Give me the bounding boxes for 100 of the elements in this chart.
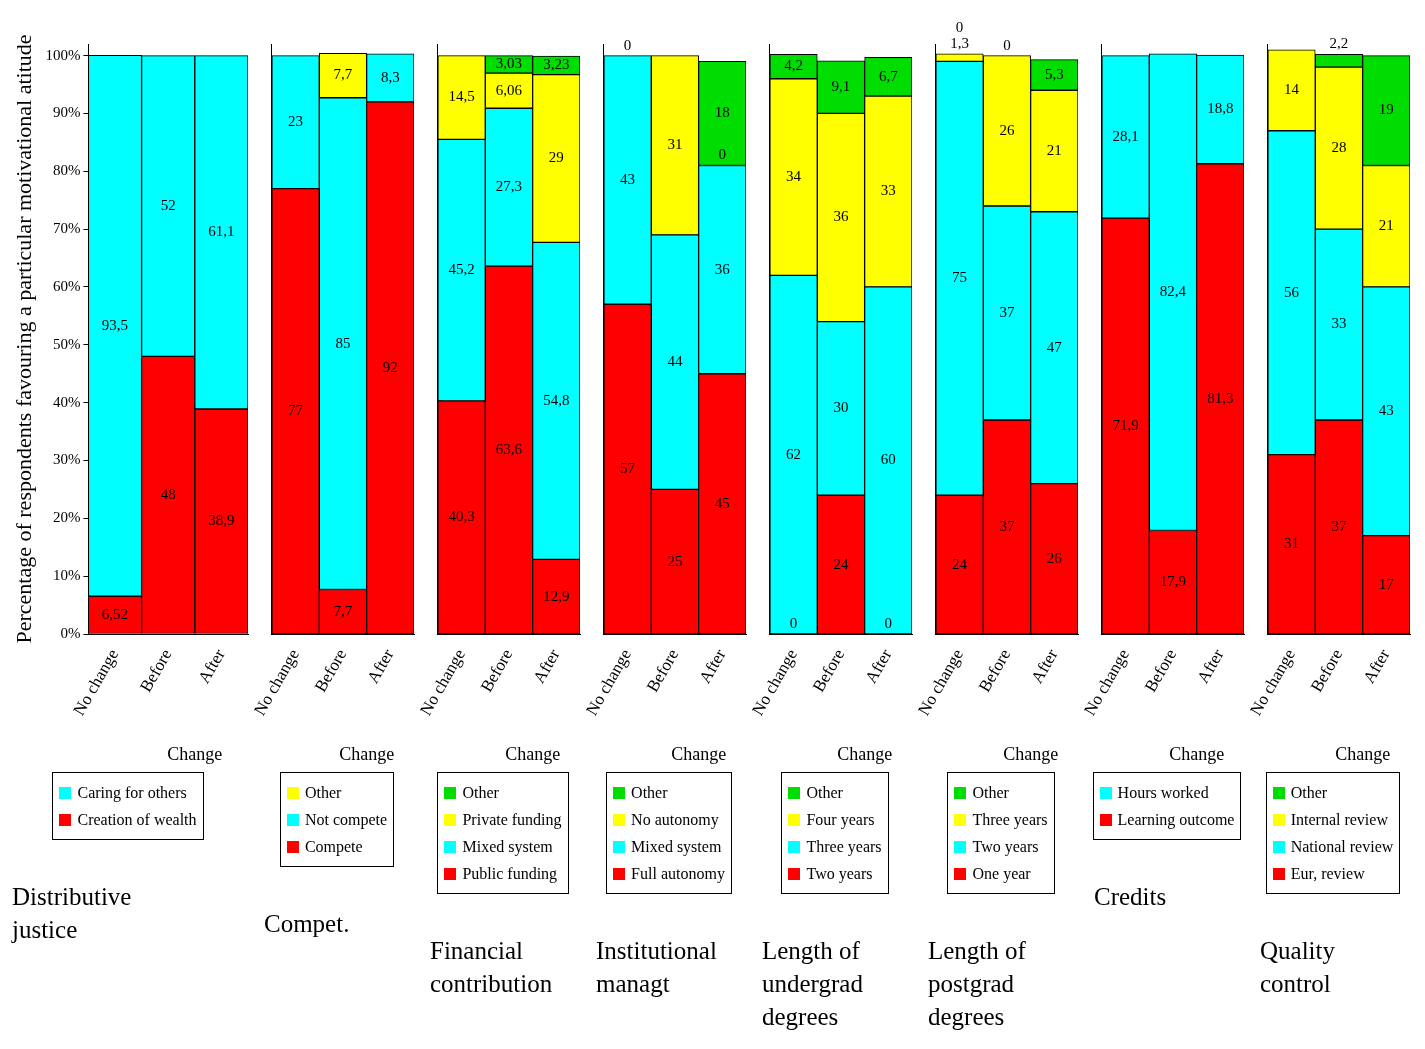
data-label: 44 — [667, 353, 683, 370]
data-label: 75 — [952, 269, 968, 286]
legend-label: Four years — [806, 810, 875, 831]
legend-label: Public funding — [462, 864, 558, 885]
text: Change — [837, 743, 893, 764]
text: Change — [339, 743, 395, 764]
data-label: 21 — [1378, 217, 1394, 234]
data-label: 47 — [1046, 338, 1063, 355]
data-label: 37 — [999, 303, 1015, 320]
text: Financial contribution — [429, 936, 554, 999]
data-label: 12,9 — [543, 587, 570, 604]
data-label: 14,5 — [448, 88, 475, 105]
data-label: 93,5 — [101, 316, 129, 333]
y-tick-label: 50% — [52, 335, 81, 352]
data-label: 54,8 — [543, 391, 570, 408]
data-label: 43 — [1378, 402, 1394, 419]
data-label: 45,2 — [448, 261, 475, 278]
data-label: 0 — [623, 36, 632, 53]
data-label: 37 — [1331, 517, 1347, 534]
data-label: 30 — [833, 399, 849, 416]
data-label: 31 — [1284, 535, 1300, 552]
data-label: 48 — [160, 485, 176, 502]
legend-label: Eur, review — [1290, 864, 1365, 884]
data-label: 17,9 — [1159, 573, 1187, 590]
y-tick-label: 70% — [52, 220, 81, 237]
data-label: 19 — [1378, 101, 1394, 118]
data-label: 7,7 — [333, 66, 353, 83]
legend-label: One year — [972, 864, 1031, 885]
legend-label: Hours worked — [1117, 783, 1209, 803]
data-label: 63,6 — [495, 441, 523, 457]
legend-label: Creation of wealth — [77, 810, 197, 830]
legend-label: Three years — [806, 837, 882, 858]
data-label: 92 — [382, 358, 398, 375]
data-label: 29 — [548, 149, 564, 166]
data-label: 0 — [884, 614, 893, 631]
data-label: 28,1 — [1112, 127, 1139, 144]
data-label: 85 — [335, 334, 351, 351]
text: Quality control — [1259, 936, 1336, 999]
data-label: 77 — [288, 402, 304, 419]
data-label: 36 — [714, 260, 731, 277]
data-label: 26 — [999, 121, 1015, 138]
legend-label: National review — [1290, 837, 1394, 857]
legend-label: Mixed system — [462, 837, 553, 858]
data-label: 43 — [620, 170, 636, 187]
data-label: 33 — [880, 182, 896, 199]
data-label: 23 — [288, 113, 304, 130]
text: Distributive justice — [10, 882, 133, 945]
data-label: 6,52 — [101, 605, 129, 622]
data-label: 0 — [718, 146, 727, 163]
data-label: 7,7 — [333, 602, 353, 619]
data-label: 36 — [833, 208, 849, 225]
data-label: 14 — [1284, 81, 1300, 98]
y-tick-label: 30% — [52, 451, 81, 468]
data-label: 37 — [999, 517, 1015, 534]
data-label: 8,3 — [380, 68, 400, 85]
data-label: 18,8 — [1207, 100, 1234, 117]
y-tick-label: 0% — [60, 624, 81, 641]
data-label: 0 — [1003, 36, 1011, 53]
y-tick-label: 100% — [45, 46, 81, 63]
data-label: 3,23 — [543, 56, 570, 73]
data-label: 24 — [833, 555, 849, 572]
legend-label: Three years — [972, 810, 1048, 831]
legend-label: Private funding — [462, 810, 562, 831]
text: Change — [1003, 743, 1059, 764]
legend-label: Two years — [972, 837, 1039, 858]
legend-label: Compete — [304, 837, 363, 858]
text: Compet. — [263, 909, 351, 939]
data-label: 57 — [620, 460, 636, 477]
text: Institutional managt — [595, 936, 718, 999]
data-label: 21 — [1046, 141, 1062, 158]
legend-label: Caring for others — [77, 783, 187, 804]
text: Change — [1169, 743, 1225, 764]
data-label: 28 — [1331, 139, 1347, 156]
legend-label: Other — [631, 783, 668, 803]
data-label: 4,2 — [784, 57, 803, 74]
text: Change — [167, 743, 223, 764]
data-label: 31 — [667, 136, 683, 153]
y-axis-title: Percentage of respondents favouring a particular motivational atitude — [10, 34, 36, 644]
data-label: 0 — [955, 18, 964, 35]
legend-label: Other — [462, 783, 499, 803]
data-label: 60 — [880, 451, 896, 468]
data-label: 33 — [1331, 315, 1347, 332]
data-label: 5,3 — [1044, 65, 1064, 82]
data-label: 6,7 — [878, 67, 899, 84]
y-tick-label: 80% — [52, 162, 81, 179]
data-label: 40,3 — [448, 508, 475, 525]
data-label: 24 — [952, 555, 968, 572]
data-label: 34 — [786, 167, 802, 184]
data-label: 38,9 — [208, 512, 235, 529]
data-label: 61,1 — [208, 223, 235, 240]
text: Length of postgrad degrees — [927, 936, 1027, 1032]
legend-label: Mixed system — [631, 837, 722, 858]
data-label: 6,06 — [495, 81, 523, 98]
data-label: 81,3 — [1207, 389, 1234, 406]
legend-label: Internal review — [1290, 810, 1388, 830]
y-tick-label: 10% — [52, 567, 81, 584]
legend-label: Other — [304, 783, 342, 803]
data-label: 62 — [786, 445, 802, 462]
legend-label: Two years — [806, 864, 873, 885]
text: Change — [1335, 743, 1391, 764]
